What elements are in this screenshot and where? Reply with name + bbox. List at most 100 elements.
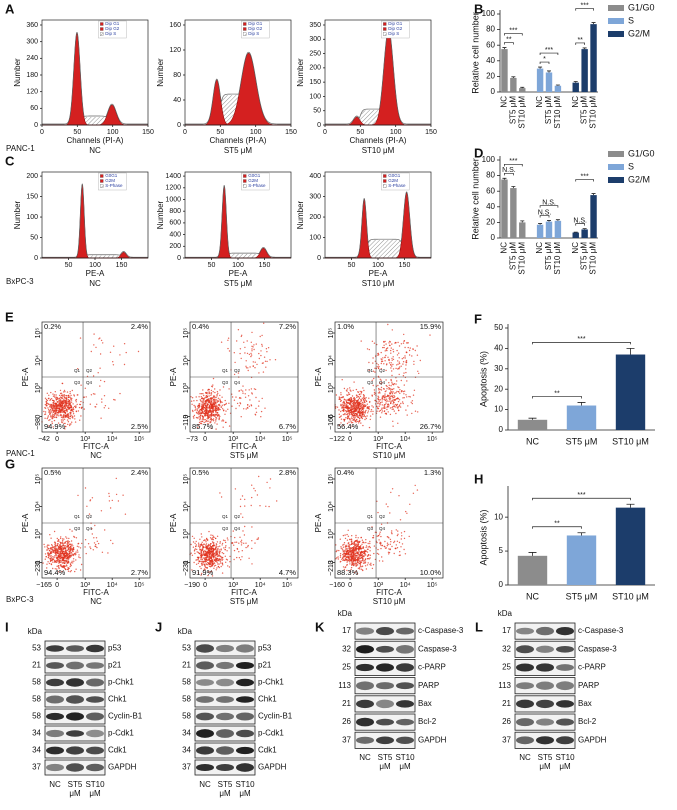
event-dot — [360, 411, 362, 414]
blot-band — [236, 712, 254, 721]
event-dot — [51, 549, 53, 551]
x-tick-label: 0 — [55, 582, 59, 589]
y-tick-label: 300 — [26, 39, 38, 46]
event-dot — [350, 541, 353, 543]
event-dot — [72, 417, 74, 419]
x-tick-label: 10⁵ — [427, 582, 438, 589]
panel-label: L — [475, 619, 483, 634]
protein-label: Cdk1 — [258, 746, 277, 755]
event-dot — [47, 551, 49, 554]
y-tick-label: 200 — [309, 214, 321, 221]
legend-label: Dip G2 — [105, 26, 120, 31]
event-dot — [215, 428, 217, 430]
event-dot — [211, 551, 213, 553]
marker-label: 37 — [32, 763, 41, 772]
quadrant-name: Q4 — [86, 380, 93, 385]
event-dot — [352, 560, 354, 562]
y-tick-label: 60 — [486, 186, 495, 195]
event-dot — [365, 541, 367, 544]
bar — [581, 229, 588, 238]
event-dot — [383, 404, 386, 406]
event-dot — [61, 394, 63, 396]
protein-label: PARP — [578, 681, 599, 690]
event-dot — [369, 550, 371, 552]
event-dot — [256, 363, 258, 366]
event-dot — [350, 558, 352, 560]
event-dot — [381, 404, 383, 406]
y-tick-label: 50 — [313, 108, 321, 115]
event-dot — [72, 413, 75, 415]
legend-swatch — [100, 27, 104, 31]
event-dot — [335, 394, 338, 396]
event-dot — [398, 554, 400, 557]
event-dot — [407, 405, 409, 407]
quadrant-percent: 2.8% — [279, 468, 296, 477]
event-dot — [215, 569, 217, 571]
event-dot — [405, 342, 408, 344]
event-dot — [53, 407, 55, 409]
event-dot — [240, 559, 242, 561]
event-dot — [388, 388, 390, 390]
event-dot — [202, 562, 204, 564]
event-dot — [234, 541, 236, 543]
event-dot — [349, 544, 351, 546]
event-dot — [388, 382, 390, 384]
error-bar — [528, 417, 537, 420]
event-dot — [381, 408, 383, 410]
event-dot — [195, 545, 197, 547]
event-dot — [68, 552, 71, 554]
event-dot — [204, 564, 206, 567]
event-dot — [201, 536, 203, 538]
event-dot — [392, 406, 394, 408]
event-dot — [54, 405, 57, 407]
event-dot — [206, 396, 208, 398]
event-dot — [253, 344, 255, 346]
event-dot — [67, 413, 70, 415]
event-dot — [197, 545, 200, 547]
event-dot — [222, 552, 225, 555]
event-dot — [202, 401, 204, 403]
event-dot — [351, 400, 354, 402]
event-dot — [379, 388, 381, 391]
bar — [554, 220, 562, 238]
event-dot — [385, 369, 387, 372]
blot-band — [196, 644, 214, 653]
y-tick-label: 0 — [499, 580, 504, 589]
x-tick-label: ST10 μM — [612, 436, 649, 446]
event-dot — [200, 553, 202, 555]
protein-label: PARP — [418, 681, 439, 690]
event-dot — [53, 419, 56, 422]
event-dot — [211, 562, 214, 564]
event-dot — [63, 416, 65, 418]
event-dot — [198, 404, 200, 406]
event-dot — [56, 397, 59, 399]
event-dot — [429, 334, 431, 336]
event-dot — [240, 513, 242, 515]
event-dot — [212, 411, 214, 413]
event-dot — [352, 547, 355, 549]
event-dot — [214, 391, 216, 394]
event-dot — [63, 398, 65, 400]
event-dot — [222, 386, 225, 388]
y-tick-label: 10⁴ — [183, 501, 190, 512]
event-dot — [348, 407, 350, 409]
blot-band — [46, 763, 64, 772]
bar — [501, 49, 508, 92]
event-dot — [62, 565, 65, 567]
event-dot — [240, 544, 243, 546]
event-dot — [219, 394, 221, 397]
event-dot — [398, 367, 400, 369]
event-dot — [345, 417, 347, 419]
event-dot — [343, 550, 345, 552]
y-tick-label: 800 — [169, 208, 181, 215]
event-dot — [70, 399, 73, 401]
event-dot — [207, 412, 209, 414]
event-dot — [210, 389, 213, 392]
event-dot — [398, 399, 401, 401]
event-dot — [234, 536, 236, 539]
event-dot — [199, 565, 201, 568]
event-dot — [349, 550, 351, 552]
event-dot — [397, 406, 400, 408]
event-dot — [228, 425, 231, 427]
event-dot — [206, 537, 208, 540]
